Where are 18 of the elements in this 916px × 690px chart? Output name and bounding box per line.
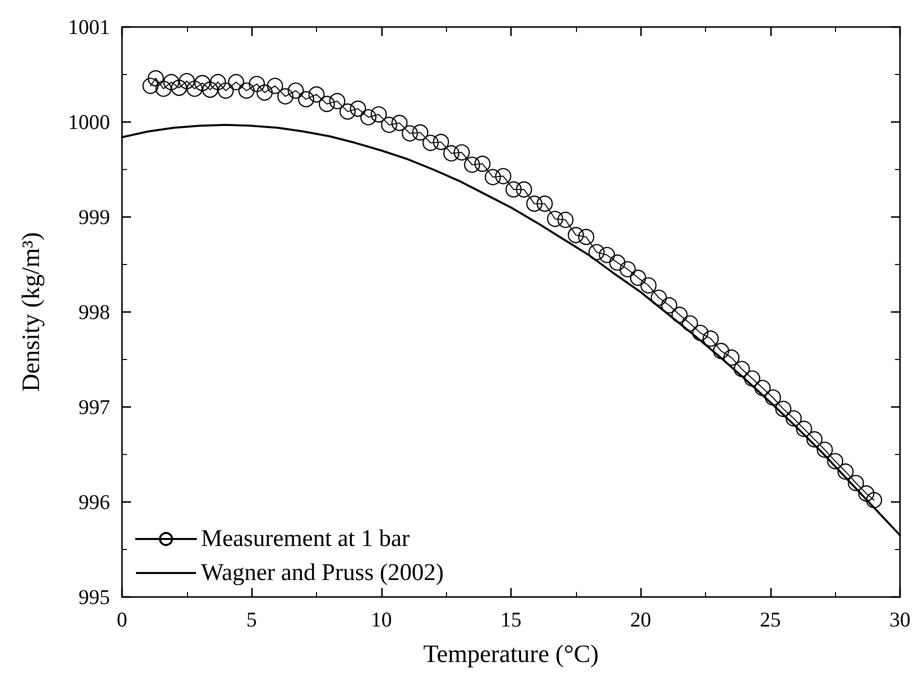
- y-tick-label: 998: [78, 300, 110, 324]
- y-tick-label: 997: [78, 395, 110, 419]
- x-axis-title: Temperature (°C): [423, 641, 599, 668]
- legend-label: Wagner and Pruss (2002): [201, 560, 444, 586]
- x-tick-label: 15: [500, 608, 522, 632]
- legend-label: Measurement at 1 bar: [201, 526, 410, 552]
- x-tick-label: 20: [630, 608, 652, 632]
- x-tick-label: 10: [370, 608, 392, 632]
- y-tick-label: 996: [78, 490, 110, 514]
- x-tick-label: 30: [890, 608, 910, 632]
- y-tick-label: 1000: [68, 110, 110, 134]
- y-axis-title: Density (kg/m³): [18, 232, 45, 392]
- y-tick-label: 995: [78, 585, 110, 609]
- x-tick-label: 5: [246, 608, 257, 632]
- x-tick-label: 25: [760, 608, 781, 632]
- y-tick-label: 1001: [68, 15, 110, 39]
- x-tick-label: 0: [116, 608, 128, 632]
- y-tick-label: 999: [78, 205, 110, 229]
